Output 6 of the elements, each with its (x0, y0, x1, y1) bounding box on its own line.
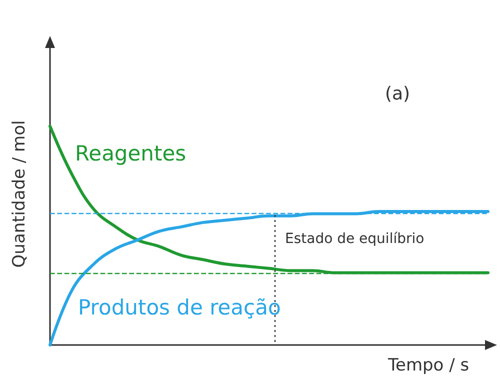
annotation: Estado de equilíbrio (285, 231, 424, 247)
text: (a) (385, 84, 410, 104)
series-label: Produtos de reação (78, 296, 281, 320)
x-axis-title: Tempo / s (387, 356, 470, 376)
series-label: Reagentes (75, 142, 186, 166)
y-axis-title: Quantidade / mol (10, 120, 30, 268)
